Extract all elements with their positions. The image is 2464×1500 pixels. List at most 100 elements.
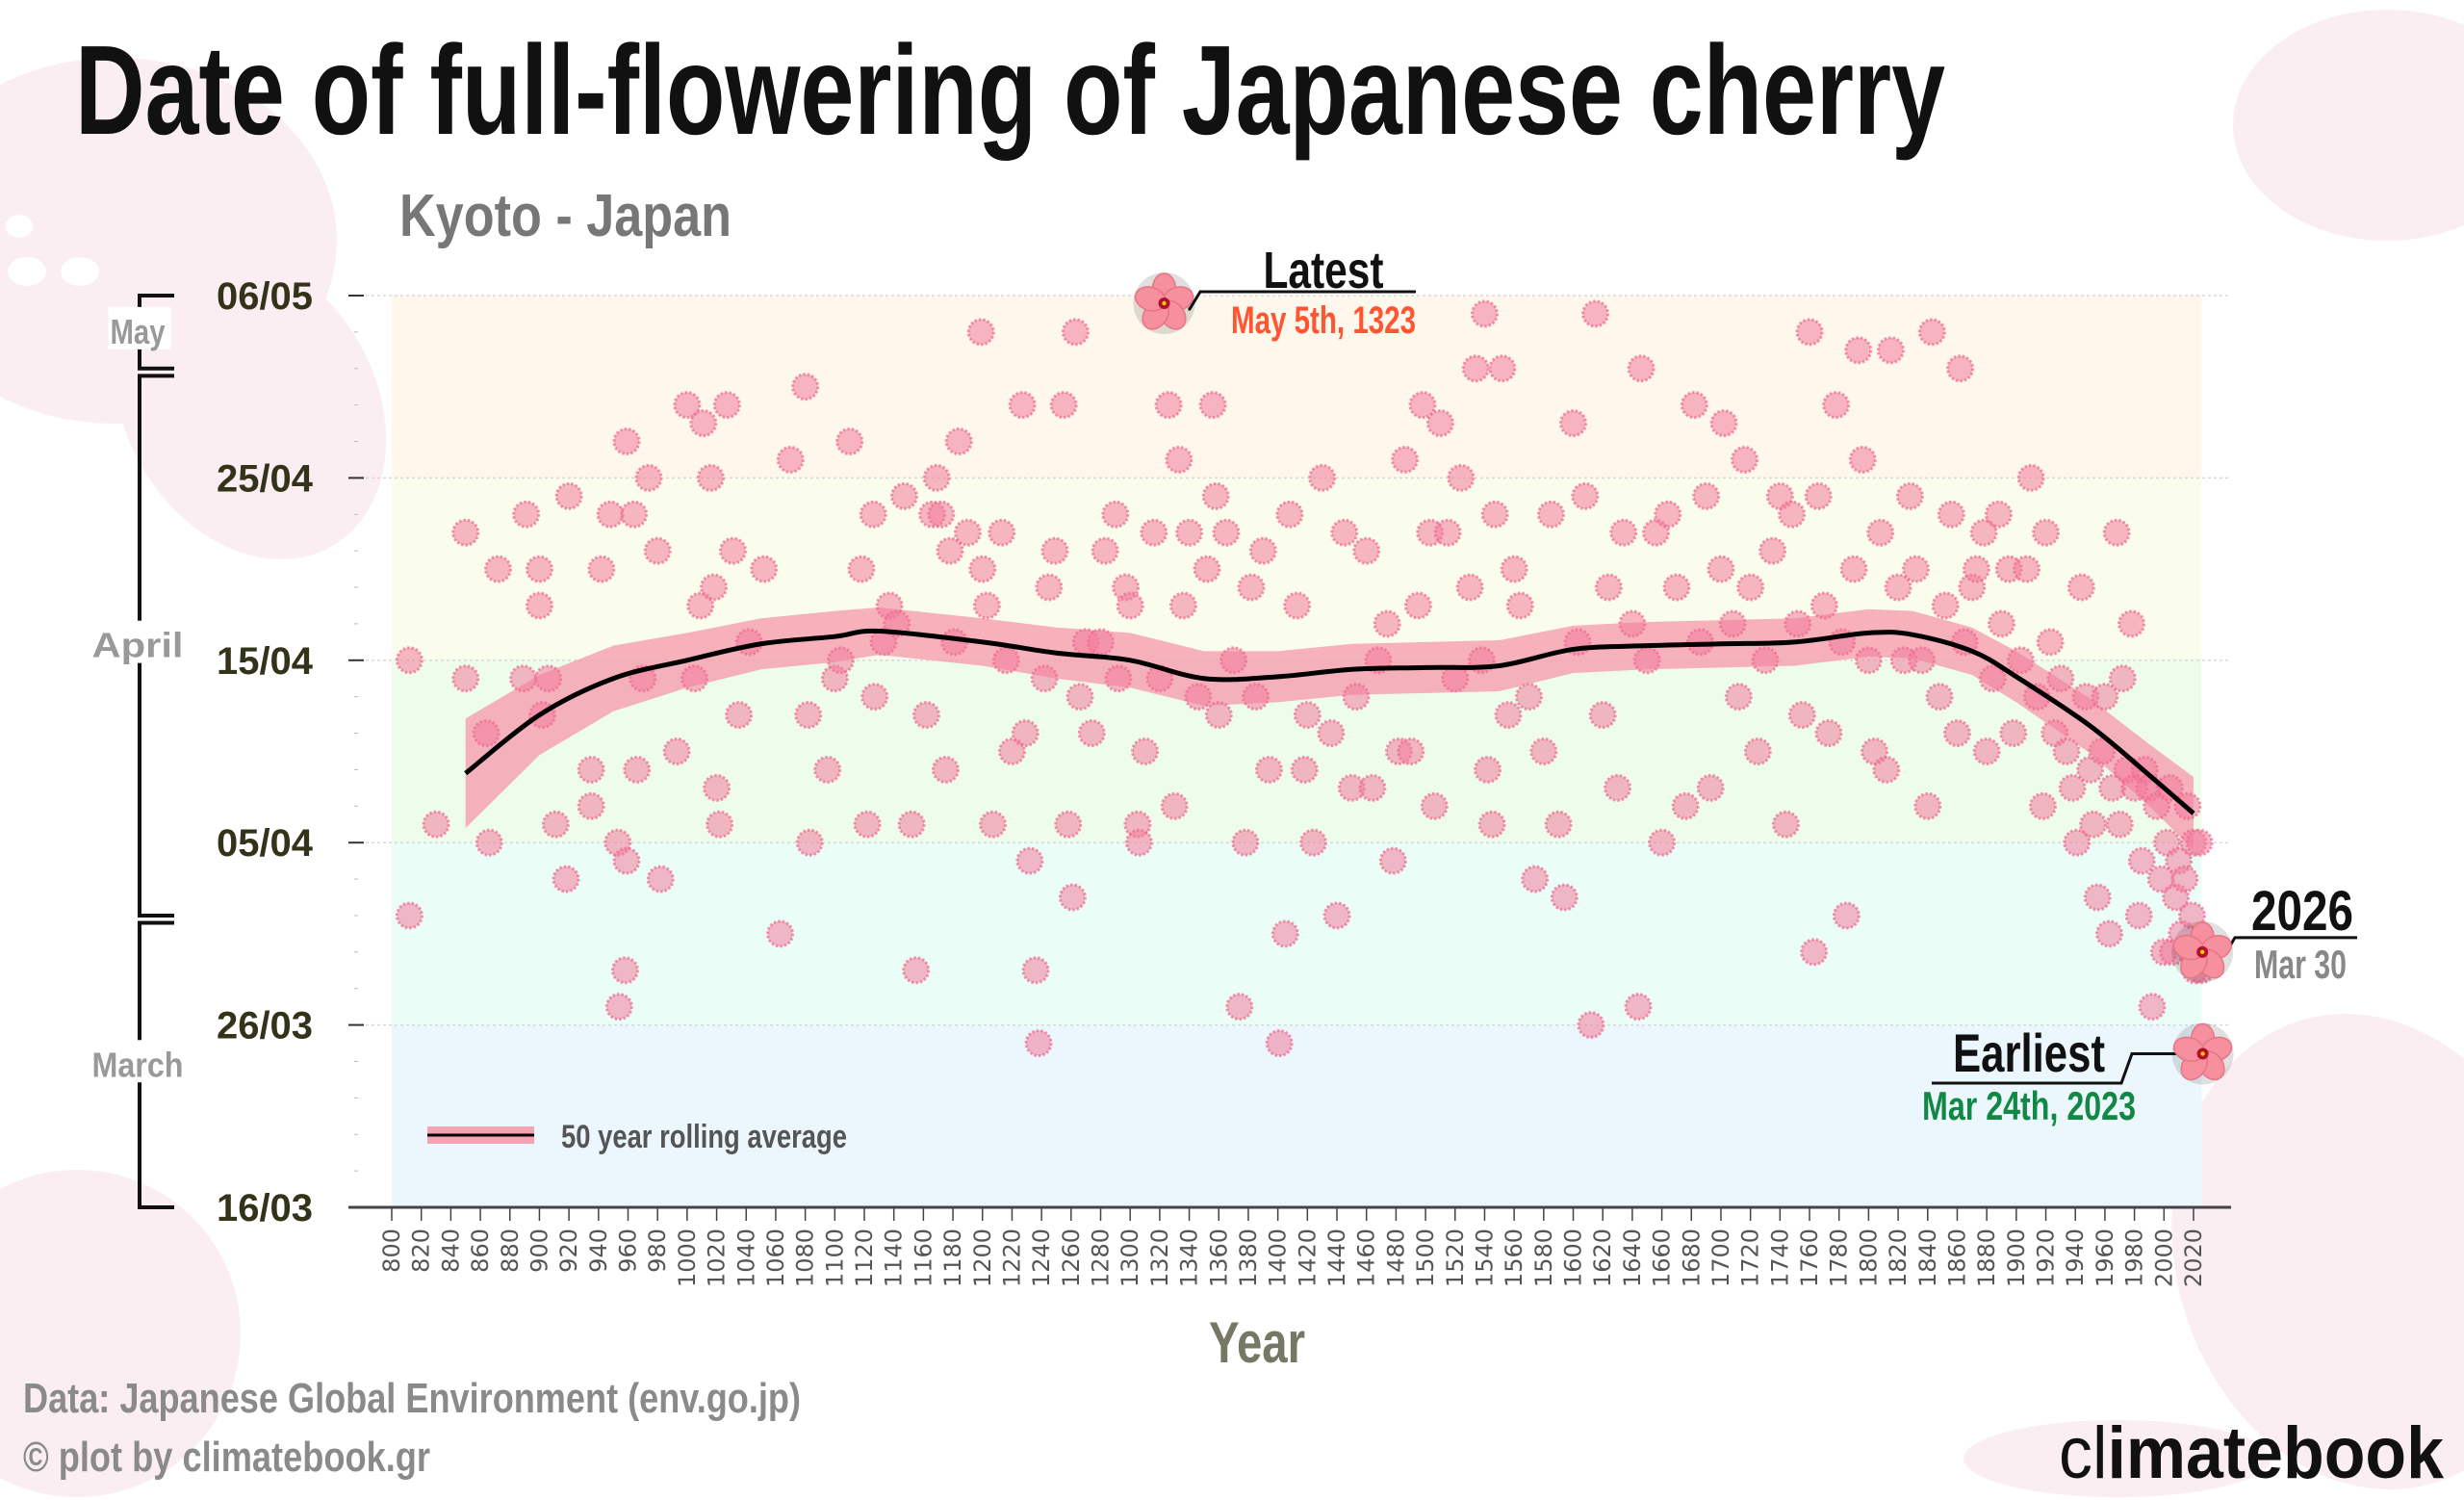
data-point [1709,409,1738,438]
data-point [1696,773,1725,802]
data-point [554,481,583,510]
data-point [1594,573,1623,602]
data-point [509,664,538,693]
data-point [1021,956,1050,985]
data-point [680,664,709,693]
data-point [1609,518,1638,547]
x-tick-label: 1400 [1265,1228,1292,1287]
data-point [1866,518,1895,547]
data-point [525,591,553,620]
data-point [897,810,926,839]
data-point [1317,719,1346,748]
data-point [1550,883,1578,912]
data-point [2170,865,2199,893]
data-point [552,865,580,893]
x-tick-label: 1560 [1501,1228,1527,1287]
data-point [1065,683,1094,711]
data-point [1237,573,1266,602]
x-tick-label: 1920 [2033,1228,2060,1287]
data-point [1500,555,1528,583]
data-point [795,828,824,857]
data-point [1391,445,1420,474]
data-point [1058,883,1087,912]
data-point [2066,573,2095,602]
data-point [1902,555,1931,583]
y-tick-label: 06/05 [217,275,313,318]
data-point [988,518,1016,547]
x-tick-label: 1240 [1028,1228,1055,1287]
rolling-average-path [464,628,2195,815]
data-point [699,573,728,602]
data-point [1461,354,1490,383]
data-point [2124,901,2153,930]
month-label-bg [90,620,190,663]
chart-title: Date of full-flowering of Japanese cherr… [75,19,1945,161]
data-point [596,500,625,529]
data-point [718,536,747,565]
data-point [835,427,864,456]
data-point [1872,755,1901,784]
data-point [1736,573,1765,602]
data-point [643,536,672,565]
data-point [1204,701,1233,730]
data-point [1787,701,1816,730]
data-point [706,810,734,839]
data-point [1008,391,1037,420]
data-point [2127,846,2156,875]
x-tick-label: 1960 [2092,1228,2118,1287]
data-point [2105,810,2134,839]
x-tick-label: 960 [615,1228,642,1273]
data-point [1198,391,1227,420]
data-point [1165,445,1194,474]
data-point [1908,646,1937,675]
data-point [2013,555,2041,583]
current-year-annotation-title: 2026 [2251,880,2353,943]
data-point [1822,391,1851,420]
data-point [1225,993,1254,1022]
data-point [703,773,732,802]
data-point [1160,791,1189,820]
legend: 50 year rolling average [427,1119,847,1155]
x-tick-label: 1580 [1530,1228,1557,1287]
x-tick-label: 800 [378,1228,405,1273]
data-point [1408,391,1437,420]
data-point [2185,828,2214,857]
data-point [2028,791,2057,820]
data-point [1091,536,1119,565]
logo-bold-part: imatebook [2107,1412,2444,1494]
data-point [1352,536,1381,565]
flower-pollen [1162,300,1167,306]
data-point [1054,810,1083,839]
data-point [2079,810,2108,839]
data-point [972,591,1001,620]
x-tick-label: 940 [585,1228,612,1273]
data-point [1751,646,1780,675]
data-point [1248,536,1277,565]
x-tick-label: 1880 [1973,1228,2000,1287]
data-point [1184,683,1213,711]
data-point [927,500,956,529]
x-tick-label: 1320 [1146,1228,1173,1287]
data-point [1731,445,1759,474]
y-tick-label: 26/03 [217,1005,313,1047]
data-point [483,555,512,583]
x-tick-label: 1660 [1649,1228,1676,1287]
data-point [1839,555,1868,583]
x-tick-label: 1060 [762,1228,789,1287]
data-point [889,481,918,510]
data-point [1942,719,1971,748]
data-point [860,683,889,711]
x-tick-label: 880 [497,1228,524,1273]
data-point [2155,773,2184,802]
data-point [2016,463,2045,492]
x-tick-label: 1900 [2003,1228,2030,1287]
logo-light-part: cl [2059,1412,2107,1494]
data-point [712,391,741,420]
data-point [1795,318,1824,347]
data-point [813,755,842,784]
data-point [451,664,480,693]
data-point [1270,919,1299,948]
data-point [750,555,779,583]
x-tick-label: 1840 [1914,1228,1941,1287]
